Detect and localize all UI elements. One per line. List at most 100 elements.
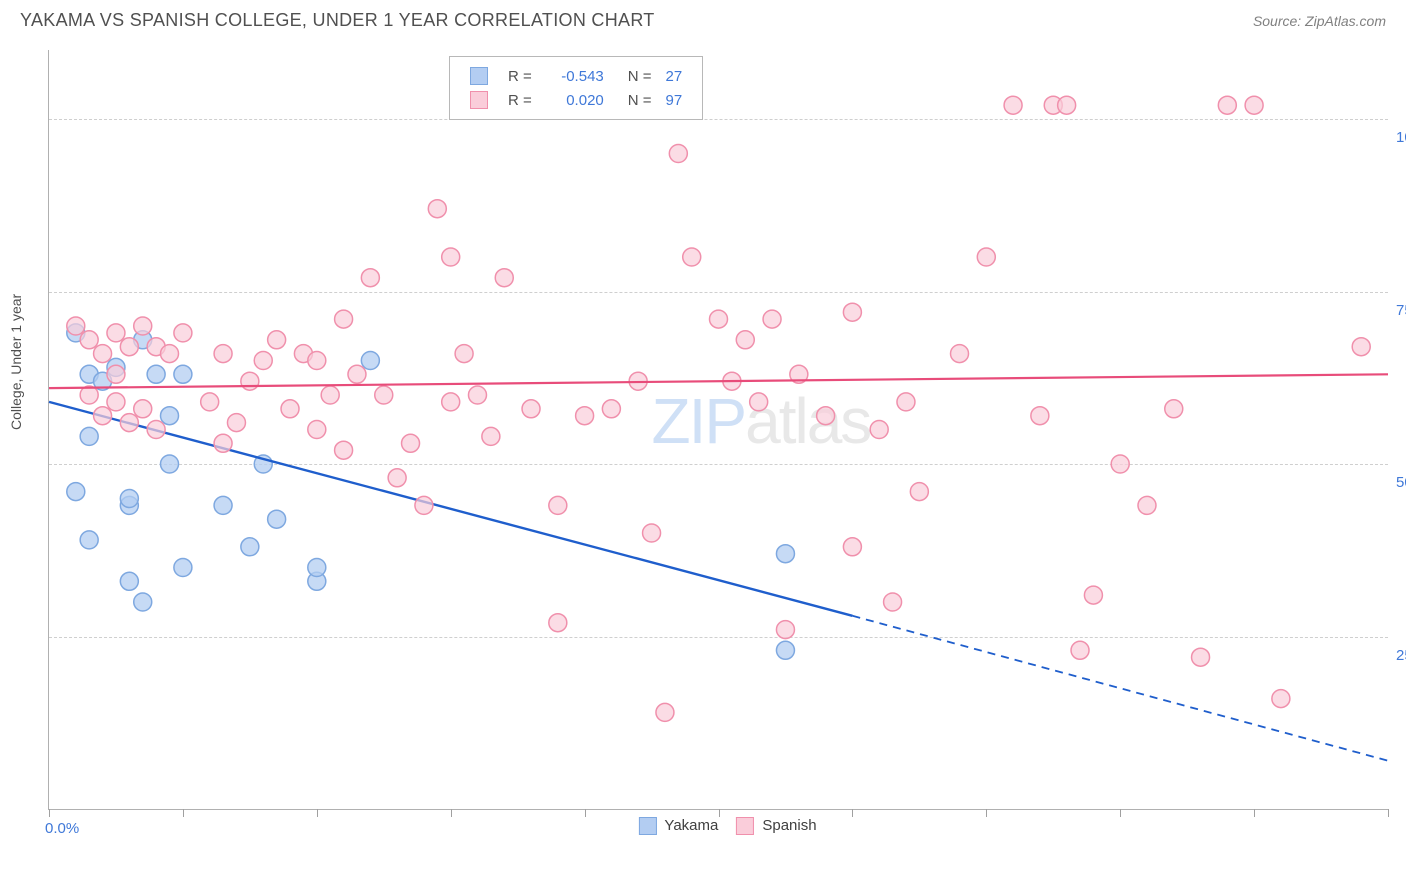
data-point [375, 386, 393, 404]
data-point [977, 248, 995, 266]
data-point [241, 538, 259, 556]
data-point [120, 414, 138, 432]
y-tick-label: 100.0% [1396, 129, 1406, 146]
data-point [201, 393, 219, 411]
data-point [1138, 496, 1156, 514]
legend-label: Yakama [664, 817, 718, 834]
data-point [120, 338, 138, 356]
data-point [67, 483, 85, 501]
data-point [750, 393, 768, 411]
x-tick [451, 809, 452, 817]
data-point [281, 400, 299, 418]
data-point [1192, 648, 1210, 666]
data-point [442, 393, 460, 411]
data-point [94, 407, 112, 425]
x-tick [1388, 809, 1389, 817]
data-point [1071, 641, 1089, 659]
data-point [107, 365, 125, 383]
data-point [643, 524, 661, 542]
data-point [161, 407, 179, 425]
x-tick [317, 809, 318, 817]
data-point [214, 496, 232, 514]
data-point [428, 200, 446, 218]
data-point [321, 386, 339, 404]
data-point [174, 365, 192, 383]
data-point [308, 559, 326, 577]
data-point [134, 593, 152, 611]
chart-title: YAKAMA VS SPANISH COLLEGE, UNDER 1 YEAR … [20, 10, 655, 31]
legend-label: Spanish [762, 817, 816, 834]
x-tick [49, 809, 50, 817]
data-point [161, 345, 179, 363]
trend-line-extrapolated [852, 616, 1388, 761]
data-point [576, 407, 594, 425]
data-point [214, 345, 232, 363]
data-point [67, 317, 85, 335]
data-point [161, 455, 179, 473]
data-point [415, 496, 433, 514]
legend-swatch [638, 817, 656, 835]
data-point [308, 352, 326, 370]
data-point [776, 621, 794, 639]
data-point [254, 352, 272, 370]
x-tick-label: 0.0% [45, 820, 79, 837]
data-point [134, 317, 152, 335]
data-point [549, 614, 567, 632]
data-point [669, 145, 687, 163]
y-tick-label: 25.0% [1396, 647, 1406, 664]
data-point [776, 545, 794, 563]
data-point [241, 372, 259, 390]
legend-swatch [736, 817, 754, 835]
y-axis-title: College, Under 1 year [8, 294, 24, 430]
data-point [147, 365, 165, 383]
data-point [1245, 96, 1263, 114]
data-point [335, 310, 353, 328]
data-point [1165, 400, 1183, 418]
x-tick [719, 809, 720, 817]
data-point [335, 441, 353, 459]
data-point [120, 572, 138, 590]
data-point [147, 421, 165, 439]
data-point [495, 269, 513, 287]
data-point [174, 559, 192, 577]
data-point [107, 324, 125, 342]
data-point [910, 483, 928, 501]
data-point [174, 324, 192, 342]
data-point [361, 352, 379, 370]
data-point [549, 496, 567, 514]
data-point [1111, 455, 1129, 473]
data-point [736, 331, 754, 349]
data-point [268, 331, 286, 349]
data-point [388, 469, 406, 487]
data-point [1031, 407, 1049, 425]
data-point [897, 393, 915, 411]
data-point [870, 421, 888, 439]
x-tick [183, 809, 184, 817]
data-point [710, 310, 728, 328]
data-point [776, 641, 794, 659]
data-point [468, 386, 486, 404]
data-point [656, 703, 674, 721]
trend-line [49, 402, 852, 616]
header: YAKAMA VS SPANISH COLLEGE, UNDER 1 YEAR … [0, 0, 1406, 39]
data-point [1218, 96, 1236, 114]
series-legend: Yakama Spanish [620, 817, 816, 835]
y-tick-label: 75.0% [1396, 302, 1406, 319]
data-point [1352, 338, 1370, 356]
data-point [884, 593, 902, 611]
data-point [120, 490, 138, 508]
data-point [308, 421, 326, 439]
data-point [442, 248, 460, 266]
data-point [268, 510, 286, 528]
legend-swatch [470, 67, 488, 85]
data-point [80, 331, 98, 349]
data-point [1272, 690, 1290, 708]
legend-row: R =0.020N =97 [464, 89, 688, 111]
x-tick [1120, 809, 1121, 817]
data-point [951, 345, 969, 363]
data-point [522, 400, 540, 418]
data-point [107, 393, 125, 411]
data-point [348, 365, 366, 383]
x-tick [986, 809, 987, 817]
data-point [1058, 96, 1076, 114]
